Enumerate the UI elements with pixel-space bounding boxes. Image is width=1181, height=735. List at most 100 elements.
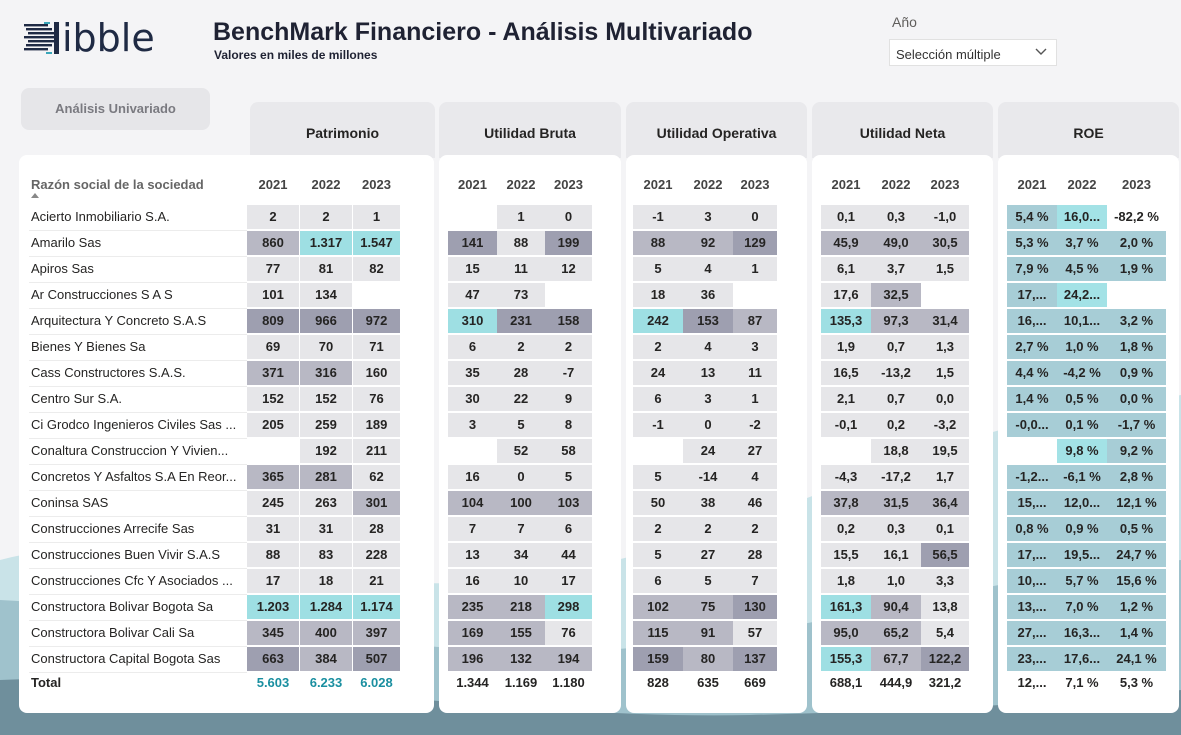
table-cell[interactable]: 3,3: [921, 569, 969, 593]
year-header-2023[interactable]: 2023: [930, 177, 960, 192]
year-header-2023[interactable]: 2023: [740, 177, 770, 192]
table-cell[interactable]: 5: [545, 465, 592, 489]
table-cell[interactable]: 10,1...: [1057, 309, 1107, 333]
table-cell[interactable]: 81: [300, 257, 352, 281]
table-cell[interactable]: 129: [733, 231, 777, 255]
table-cell[interactable]: -1: [633, 205, 683, 229]
table-cell[interactable]: 0,0 %: [1107, 387, 1166, 411]
table-cell[interactable]: 259: [300, 413, 352, 437]
table-cell[interactable]: 6,1: [821, 257, 871, 281]
table-cell[interactable]: 5,3 %: [1007, 231, 1057, 255]
table-cell[interactable]: 16: [448, 465, 497, 489]
table-cell[interactable]: 1,2 %: [1107, 595, 1166, 619]
table-cell[interactable]: 8: [545, 413, 592, 437]
table-cell[interactable]: -13,2: [871, 361, 921, 385]
table-cell[interactable]: 28: [733, 543, 777, 567]
company-name[interactable]: Construcciones Arrecife Sas: [31, 521, 195, 536]
year-header-2021[interactable]: 2021: [258, 177, 288, 192]
company-name[interactable]: Acierto Inmobiliario S.A.: [31, 209, 170, 224]
table-cell[interactable]: 95,0: [821, 621, 871, 645]
company-name[interactable]: Amarilo Sas: [31, 235, 102, 250]
table-cell[interactable]: 88: [633, 231, 683, 255]
table-cell[interactable]: 36,4: [921, 491, 969, 515]
table-cell[interactable]: 13: [683, 361, 733, 385]
table-cell[interactable]: 0,3: [871, 205, 921, 229]
table-cell[interactable]: 70: [300, 335, 352, 359]
table-cell[interactable]: [1007, 439, 1057, 463]
table-cell[interactable]: 235: [448, 595, 497, 619]
table-cell[interactable]: 0,9 %: [1057, 517, 1107, 541]
table-cell[interactable]: 24: [633, 361, 683, 385]
table-cell[interactable]: 27: [683, 543, 733, 567]
table-cell[interactable]: 103: [545, 491, 592, 515]
table-cell[interactable]: 28: [353, 517, 400, 541]
table-cell[interactable]: 17: [247, 569, 299, 593]
company-name[interactable]: Constructora Capital Bogota Sas: [31, 651, 221, 666]
table-cell[interactable]: [247, 439, 299, 463]
table-cell[interactable]: 115: [633, 621, 683, 645]
year-header-2021[interactable]: 2021: [458, 177, 487, 192]
company-name[interactable]: Construcciones Buen Vivir S.A.S: [31, 547, 221, 562]
table-cell[interactable]: 397: [353, 621, 400, 645]
table-cell[interactable]: 5: [633, 543, 683, 567]
table-cell[interactable]: -14: [683, 465, 733, 489]
table-cell[interactable]: 7,0 %: [1057, 595, 1107, 619]
table-cell[interactable]: 32,5: [871, 283, 921, 307]
table-cell[interactable]: -82,2 %: [1107, 205, 1166, 229]
year-header-2023[interactable]: 2023: [554, 177, 583, 192]
table-cell[interactable]: 2: [247, 205, 299, 229]
table-cell[interactable]: -3,2: [921, 413, 969, 437]
table-cell[interactable]: 507: [353, 647, 400, 671]
table-cell[interactable]: 7: [448, 517, 497, 541]
table-cell[interactable]: 5,4: [921, 621, 969, 645]
table-cell[interactable]: 27: [733, 439, 777, 463]
table-cell[interactable]: 0,7: [871, 335, 921, 359]
table-cell[interactable]: 46: [733, 491, 777, 515]
table-cell[interactable]: 228: [353, 543, 400, 567]
table-cell[interactable]: 17,6...: [1057, 647, 1107, 671]
table-cell[interactable]: 73: [497, 283, 545, 307]
table-cell[interactable]: 160: [353, 361, 400, 385]
table-cell[interactable]: 0,2: [871, 413, 921, 437]
year-header-2023[interactable]: 2023: [1122, 177, 1151, 192]
table-cell[interactable]: 137: [733, 647, 777, 671]
company-name[interactable]: Centro Sur S.A.: [31, 391, 123, 406]
table-cell[interactable]: 24,1 %: [1107, 647, 1166, 671]
table-cell[interactable]: 11: [733, 361, 777, 385]
table-cell[interactable]: 132: [497, 647, 545, 671]
table-cell[interactable]: 1.317: [300, 231, 352, 255]
table-cell[interactable]: 92: [683, 231, 733, 255]
table-cell[interactable]: 82: [353, 257, 400, 281]
table-cell[interactable]: 37,8: [821, 491, 871, 515]
table-cell[interactable]: 19,5...: [1057, 543, 1107, 567]
table-cell[interactable]: 4: [733, 465, 777, 489]
table-cell[interactable]: 2,0 %: [1107, 231, 1166, 255]
table-cell[interactable]: 2,1: [821, 387, 871, 411]
table-cell[interactable]: 16,1: [871, 543, 921, 567]
table-cell[interactable]: [448, 205, 497, 229]
table-cell[interactable]: 4: [683, 257, 733, 281]
year-header-2022[interactable]: 2022: [693, 177, 723, 192]
table-cell[interactable]: 0: [497, 465, 545, 489]
table-cell[interactable]: 47: [448, 283, 497, 307]
table-cell[interactable]: 13: [448, 543, 497, 567]
table-cell[interactable]: -0,1: [821, 413, 871, 437]
table-cell[interactable]: 22: [497, 387, 545, 411]
table-cell[interactable]: 2: [497, 335, 545, 359]
table-cell[interactable]: 16: [448, 569, 497, 593]
table-cell[interactable]: 345: [247, 621, 299, 645]
table-cell[interactable]: -4,3: [821, 465, 871, 489]
table-cell[interactable]: 1,4 %: [1007, 387, 1057, 411]
table-cell[interactable]: 15,5: [821, 543, 871, 567]
table-cell[interactable]: 3,2 %: [1107, 309, 1166, 333]
table-cell[interactable]: 365: [247, 465, 299, 489]
table-cell[interactable]: 3: [733, 335, 777, 359]
table-cell[interactable]: -1,0: [921, 205, 969, 229]
table-cell[interactable]: 5: [683, 569, 733, 593]
table-cell[interactable]: 1,9: [821, 335, 871, 359]
table-cell[interactable]: 62: [353, 465, 400, 489]
table-cell[interactable]: 7: [497, 517, 545, 541]
table-cell[interactable]: 1,8 %: [1107, 335, 1166, 359]
table-cell[interactable]: 1,7: [921, 465, 969, 489]
table-cell[interactable]: 76: [545, 621, 592, 645]
